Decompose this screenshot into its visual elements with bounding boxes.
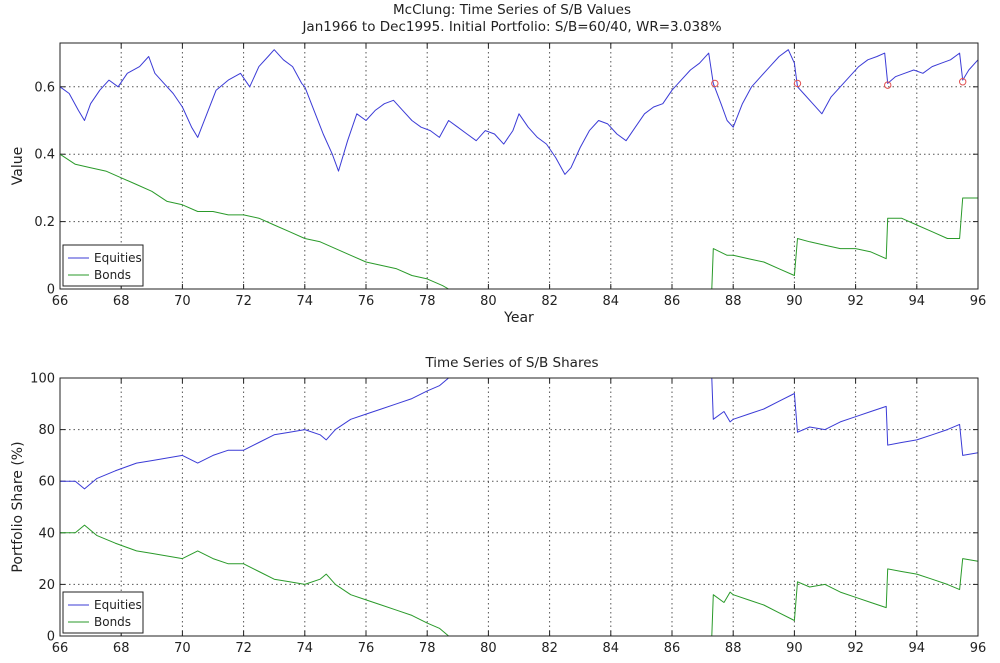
x-tick-label: 86 [664,641,681,656]
x-tick-label: 96 [970,294,987,309]
plot-frame [59,42,979,290]
plot-area [60,43,978,289]
x-tick-label: 76 [358,641,375,656]
x-tick-label: 90 [786,641,803,656]
x-tick-label: 84 [603,294,620,309]
reset-marker [959,78,967,86]
y-tick-label: 0 [47,630,55,645]
x-tick-label: 66 [52,641,69,656]
x-tick-label: 78 [419,294,436,309]
y-axis-label: Portfolio Share (%) [10,441,26,572]
y-tick-label: 20 [38,578,55,593]
plot-area [60,378,978,636]
x-tick-label: 88 [725,641,742,656]
y-tick-label: 0 [47,283,55,298]
x-tick-label: 80 [480,294,497,309]
y-tick-label: 0.6 [34,80,55,95]
top-chart: 66 68 70 72 74 76 78 80 82 84 86 88 90 92 94 96 0 0.2 0.4 0… [10,42,987,326]
x-tick-label: 74 [297,294,314,309]
bottom-chart: 66 68 70 72 74 76 78 80 82 84 86 88 90 92 94 96 0 20 40 60 8… [10,372,986,657]
reset-marker [884,81,892,89]
top-chart-subtitle: Jan1966 to Dec1995. Initial Portfolio: S… [301,19,721,35]
y-tick-label: 100 [30,372,55,387]
x-tick-label: 72 [235,641,252,656]
x-tick-label: 92 [847,294,864,309]
x-tick-label: 68 [113,294,130,309]
x-tick-label: 82 [541,294,558,309]
plot-frame [59,377,979,637]
x-tick-label: 86 [664,294,681,309]
legend-label-equities: Equities [94,251,142,265]
x-tick-label: 94 [909,294,926,309]
bottom-chart-title: Time Series of S/B Shares [424,355,598,371]
x-tick-label: 72 [235,294,252,309]
y-tick-label: 0.4 [34,148,55,163]
equities-line [59,49,979,175]
x-tick-label: 96 [970,641,987,656]
x-tick-label: 78 [419,641,436,656]
y-tick-label: 40 [38,526,55,541]
x-tick-label: 90 [786,294,803,309]
y-tick-label: 0.2 [34,215,55,230]
legend-label-equities: Equities [94,598,142,612]
x-tick-label: 70 [174,294,191,309]
y-axis-label: Value [10,147,26,185]
x-tick-label: 66 [52,294,69,309]
y-tick-label: 60 [38,475,55,490]
x-tick-label: 76 [358,294,375,309]
x-tick-label: 74 [297,641,314,656]
x-tick-label: 82 [541,641,558,656]
legend-label-bonds: Bonds [94,615,131,629]
x-axis-label: Year [503,310,534,326]
legend-box [62,591,144,634]
x-tick-label: 68 [113,641,130,656]
top-chart-title: McClung: Time Series of S/B Values [393,2,631,18]
legend-label-bonds: Bonds [94,268,131,282]
x-tick-label: 70 [174,641,191,656]
x-tick-label: 94 [909,641,926,656]
y-tick-label: 80 [38,423,55,438]
x-tick-label: 92 [847,641,864,656]
x-tick-label: 88 [725,294,742,309]
legend-box [62,244,144,287]
x-tick-label: 80 [480,641,497,656]
reset-marker [793,79,802,88]
reset-marker [711,79,719,88]
x-tick-label: 84 [603,641,620,656]
